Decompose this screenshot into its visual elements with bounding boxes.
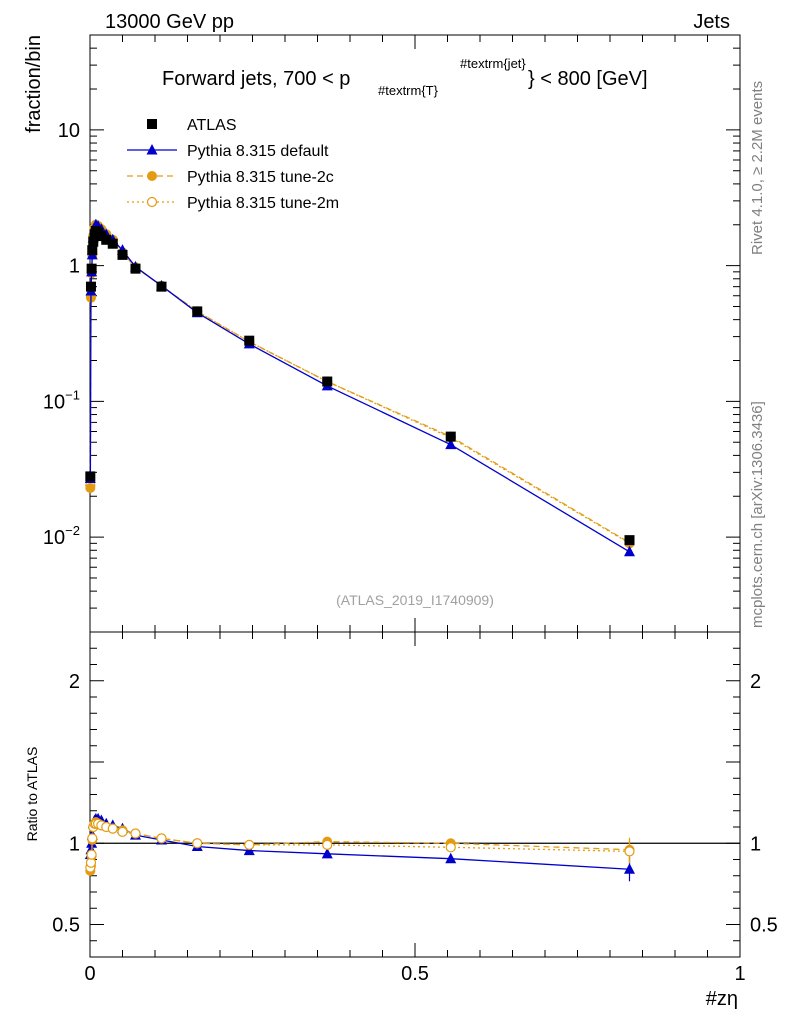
point-atlas [87, 245, 98, 256]
title-main: Forward jets, 700 < p [162, 68, 350, 90]
title-superscript: #textrm{jet} [460, 56, 526, 71]
x-axis-title: #zη [706, 988, 738, 1010]
main-axis-ticks: 10 1 10−1 10−2 [43, 34, 741, 633]
ratio-y-tick-label: 0.5 [52, 915, 80, 937]
point-atlas [85, 281, 96, 292]
ratio-series-tune-2m [85, 818, 635, 873]
x-tick-label: 1 [734, 963, 745, 985]
point-atlas [130, 263, 141, 274]
legend-label-atlas: ATLAS [187, 117, 237, 134]
ratio-line-tune-2m [89, 823, 630, 868]
ratio-series-tune-2c [85, 817, 635, 876]
main-y-tick-label: 10 [58, 120, 80, 142]
legend-marker-tune-2m [146, 196, 158, 208]
ratio-y-tick-label: 2 [69, 671, 80, 693]
point-atlas [85, 471, 96, 482]
ratio-point-tune-2m [322, 839, 333, 850]
main-series-group [84, 218, 635, 557]
legend-item-tune-2c: Pythia 8.315 tune-2c [127, 169, 334, 186]
line-default [89, 223, 630, 553]
ratio-point-default [624, 863, 635, 874]
ratio-point-tune-2m [87, 833, 98, 844]
legend-item-default: Pythia 8.315 default [127, 143, 329, 160]
legend: ATLAS Pythia 8.315 default Pythia 8.315 tu… [127, 117, 339, 212]
ratio-point-tune-2m [156, 833, 167, 844]
legend-marker-default [146, 144, 158, 155]
series-atlas [85, 225, 635, 546]
legend-item-tune-2m: Pythia 8.315 tune-2m [127, 195, 339, 212]
point-atlas [192, 306, 203, 317]
series-default [84, 218, 635, 557]
ratio-y-tick-label-right: 1 [750, 833, 761, 855]
ratio-y-axis-title: Ratio to ATLAS [24, 747, 40, 842]
x-tick-label: 0.5 [401, 963, 429, 985]
analysis-watermark: (ATLAS_2019_I1740909) [336, 592, 494, 608]
ratio-y-tick-label-right: 0.5 [750, 915, 778, 937]
legend-label-tune-2c: Pythia 8.315 tune-2c [187, 169, 334, 186]
series-tune-2m [85, 219, 635, 549]
category-label: Jets [693, 11, 730, 33]
ratio-point-tune-2m [445, 842, 456, 853]
rivet-version-label: Rivet 4.1.0, ≥ 2.2M events [749, 81, 766, 255]
legend-marker-atlas [147, 119, 157, 129]
x-tick-label: 0 [84, 963, 95, 985]
ratio-point-tune-2m [86, 849, 97, 860]
main-y-tick-label: 10−2 [43, 523, 80, 549]
point-atlas [322, 376, 333, 387]
legend-marker-tune-2c [147, 171, 157, 181]
point-atlas [624, 535, 635, 546]
main-y-axis-title: fraction/bin [23, 35, 45, 133]
legend-label-default: Pythia 8.315 default [187, 143, 329, 160]
point-atlas [88, 236, 99, 247]
ratio-line-tune-2c [89, 821, 630, 871]
point-atlas [244, 335, 255, 346]
ratio-series-default [84, 812, 635, 882]
point-atlas [86, 263, 97, 274]
point-atlas [156, 281, 167, 292]
ratio-panel-frame [89, 631, 741, 958]
line-tune-2c [89, 223, 630, 544]
ratio-point-default [321, 847, 333, 859]
ratio-point-tune-2m [117, 826, 128, 837]
title-tail: } < 800 [GeV] [528, 68, 648, 90]
energy-label: 13000 GeV pp [105, 11, 234, 33]
ratio-series-group [84, 812, 635, 882]
point-atlas [107, 238, 118, 249]
ratio-point-tune-2m [107, 823, 118, 834]
ratio-point-tune-2m [244, 839, 255, 850]
ratio-line-default [89, 818, 630, 870]
point-default [624, 545, 635, 557]
ratio-point-default [445, 852, 457, 864]
ratio-point-tune-2m [624, 846, 635, 857]
line-tune-2m [89, 223, 630, 544]
point-tune-2c [85, 483, 96, 494]
title-subscript: #textrm{T} [378, 83, 439, 98]
main-y-tick-label: 10−1 [43, 387, 80, 413]
legend-label-tune-2m: Pythia 8.315 tune-2m [187, 195, 339, 212]
ratio-y-tick-label-right: 2 [750, 671, 761, 693]
point-default [445, 438, 457, 450]
legend-item-atlas: ATLAS [147, 117, 237, 134]
ratio-point-tune-2m [130, 828, 141, 839]
point-atlas [117, 249, 128, 260]
main-y-tick-label: 1 [69, 256, 80, 278]
mcplots-label: mcplots.cern.ch [arXiv:1306.3436] [749, 401, 766, 628]
ratio-axis-ticks: 2 2 1 1 0.5 0.5 0 0.5 1 [52, 632, 778, 985]
point-atlas [445, 431, 456, 442]
ratio-point-tune-2m [192, 838, 203, 849]
point-atlas [101, 234, 112, 245]
series-tune-2c [85, 219, 635, 548]
plot-title: Forward jets, 700 < p #textrm{T} #textrm… [162, 56, 648, 98]
ratio-y-tick-label: 1 [69, 833, 80, 855]
